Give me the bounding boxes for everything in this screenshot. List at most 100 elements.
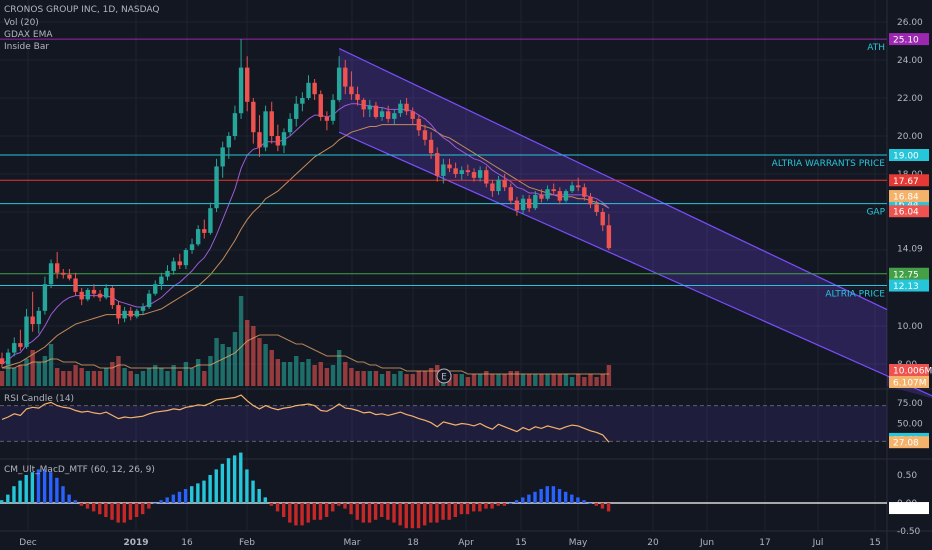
candle-body (54, 263, 60, 273)
channel-upper-line (338, 48, 888, 311)
rsi-tick-label: 50.00 (897, 420, 923, 430)
volume-bar (226, 347, 232, 386)
volume-bar (177, 371, 182, 386)
candle-body (453, 168, 458, 174)
macd-histogram-bar (116, 503, 120, 523)
candle-body (441, 164, 446, 176)
volume-bar (502, 374, 507, 386)
price-tag-current-0: 16.84 (893, 193, 919, 203)
candle-body (30, 316, 35, 325)
volume-bar (232, 332, 238, 386)
indicator-label: Inside Bar (4, 42, 49, 52)
price-tag-altria-price-bg (889, 279, 929, 292)
price-tag-current-0-bg (889, 190, 929, 203)
price-tick-label: 22.00 (897, 94, 923, 104)
macd-histogram-bar (404, 503, 408, 529)
macd-histogram-bar (588, 503, 592, 504)
volume-bar (594, 377, 599, 386)
volume-bar (533, 374, 538, 386)
macd-tag: -0.15 (893, 505, 916, 515)
x-tick-label: 20 (647, 538, 659, 548)
macd-histogram-bar (441, 503, 445, 520)
macd-histogram-bar (343, 503, 347, 509)
candle-body (606, 225, 612, 249)
candle-body (404, 103, 409, 112)
earnings-marker[interactable] (436, 368, 452, 384)
candle-body (355, 94, 360, 100)
volume-bar (416, 371, 422, 386)
macd-histogram-bar (300, 503, 304, 526)
x-tick-label: Dec (19, 538, 36, 548)
candle-body (128, 310, 133, 317)
candle-body (36, 310, 41, 325)
candle-body (526, 198, 532, 209)
price-tag-altria-warrants-price: 19.00 (893, 152, 919, 162)
volume-bar (373, 371, 379, 386)
volume-bar (134, 374, 140, 386)
price-tag-gap: 16.44 (893, 200, 919, 210)
candle-body (171, 261, 176, 271)
macd-histogram-bar (478, 503, 482, 512)
volume-bar (116, 356, 121, 386)
volume-bar (422, 371, 428, 386)
macd-histogram-bar (521, 497, 525, 503)
candle-body (165, 270, 170, 277)
price-tag-green-level: 12.75 (893, 270, 919, 280)
volume-tag-1-bg (889, 376, 929, 388)
candle-body (18, 343, 23, 347)
candle-body (245, 67, 250, 102)
x-tick-label: Feb (239, 538, 255, 548)
candle-body (232, 113, 238, 136)
volume-bar (355, 371, 360, 386)
volume-bar (48, 344, 54, 386)
macd-histogram-bar (73, 500, 77, 503)
macd-histogram-bar (459, 503, 464, 515)
macd-histogram-bar (171, 494, 176, 503)
chart-title: CRONOS GROUP INC, 1D, NASDAQ (4, 5, 159, 15)
candle-body (428, 139, 434, 154)
volume-bar (520, 374, 526, 386)
macd-histogram-bar (18, 480, 22, 503)
x-tick-label: 16 (181, 538, 193, 548)
candle-body (594, 204, 599, 212)
macd-histogram-bar (416, 503, 421, 529)
candle-body (582, 187, 587, 197)
macd-histogram-bar (61, 486, 65, 503)
candle-body (324, 117, 330, 121)
candle-body (73, 278, 78, 292)
volume-bar (36, 362, 41, 386)
candle-body (251, 101, 256, 133)
macd-histogram-bar (551, 486, 556, 503)
macd-histogram-bar (140, 503, 145, 515)
candle-body (422, 130, 428, 140)
rsi-title: RSI Candle (14) (4, 394, 74, 404)
macd-histogram-bar (539, 489, 543, 503)
macd-histogram-bar (600, 503, 605, 509)
macd-histogram-bar (226, 458, 231, 503)
price-tag-current-1: 16.04 (893, 208, 919, 218)
candle-body (24, 316, 29, 347)
x-tick-label: Jul (812, 538, 824, 548)
macd-histogram-bar (177, 491, 182, 503)
volume-tag-0: 10.006M (893, 367, 932, 377)
candle-body (134, 310, 140, 317)
candle-body (208, 208, 213, 233)
macd-histogram-bar (49, 472, 53, 503)
volume-bar (110, 362, 115, 386)
candle-body (5, 352, 11, 364)
volume-bar (128, 371, 133, 386)
volume-bar (97, 371, 103, 386)
volume-bar (404, 374, 409, 386)
volume-bar (484, 371, 489, 386)
volume-bar (385, 371, 391, 386)
candle-body (545, 189, 550, 199)
macd-histogram-bar (98, 503, 102, 515)
candle-body (410, 111, 415, 119)
macd-histogram-bar (355, 503, 359, 520)
volume-bar (61, 371, 66, 386)
macd-histogram-bar (373, 503, 378, 520)
macd-histogram-bar (349, 503, 353, 515)
volume-bar (24, 359, 29, 386)
